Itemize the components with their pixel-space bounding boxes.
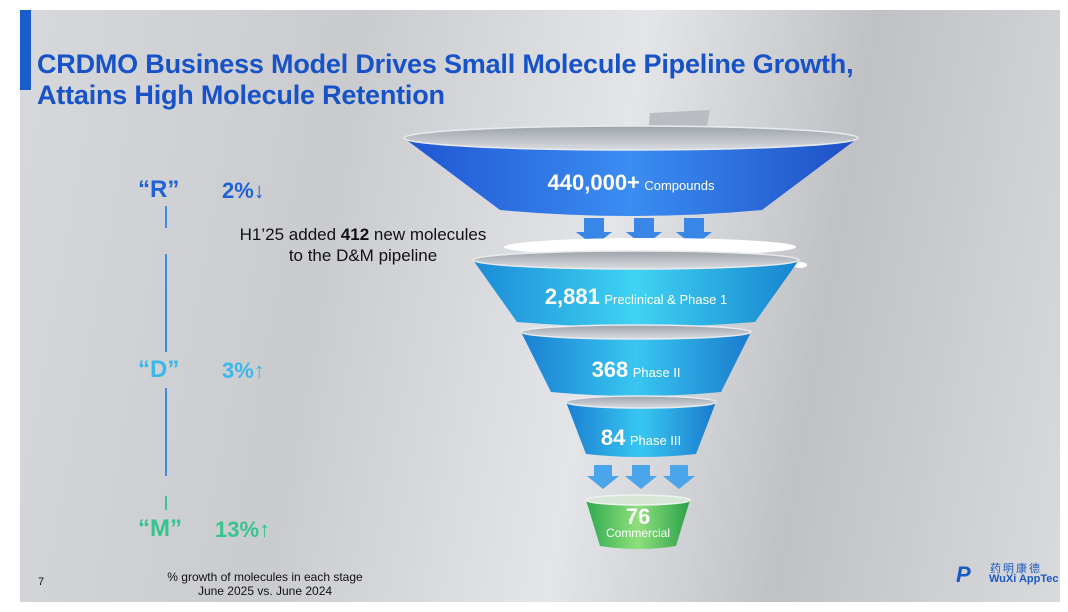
funnel-label-phase3: 84 Phase III: [551, 425, 731, 451]
funnel-value-phase3: 84: [600, 425, 626, 450]
wuxi-apptec-logo: P 药明康德 WuXi AppTec: [956, 558, 1060, 590]
funnel-tier-preclinical: [473, 260, 799, 327]
stage-d-letter: “D”: [138, 356, 180, 383]
m-upper-line: [165, 496, 167, 510]
funnel-label-preclinical: 2,881 Preclinical & Phase 1: [486, 284, 786, 310]
page-number: 7: [38, 576, 45, 588]
funnel-value-phase2: 368: [591, 357, 629, 382]
funnel-desc-commercial: Commercial: [605, 526, 670, 540]
funnel-tier-preclinical-rim: [472, 250, 800, 270]
down-arrows-bottom: [587, 465, 695, 489]
logo-english-text: WuXi AppTec: [989, 573, 1059, 585]
funnel-desc-compounds: Compounds: [644, 178, 715, 193]
funnel-desc-preclinical: Preclinical & Phase 1: [604, 292, 728, 307]
title-line-2: Attains High Molecule Retention: [37, 80, 445, 110]
funnel-tier-phase3: [566, 402, 716, 457]
slide: CRDMO Business Model Drives Small Molecu…: [20, 10, 1060, 602]
d-upper-line: [165, 254, 167, 352]
accent-bar: [20, 10, 31, 90]
funnel-value-compounds: 440,000+: [547, 170, 640, 195]
funnel-tier-phase2-rim: [520, 324, 752, 340]
funnel-tier-compounds: [404, 138, 858, 216]
note-suffix: new molecules: [373, 225, 487, 244]
logo-chinese-text: 药明康德: [990, 563, 1042, 575]
stage-m-growth: 13%↑: [215, 517, 271, 542]
footnote-line-2: June 2025 vs. June 2024: [197, 584, 333, 598]
footnote: % growth of molecules in each stage June…: [120, 570, 410, 598]
footnote-line-1: % growth of molecules in each stage: [167, 570, 363, 584]
funnel-desc-phase3: Phase III: [629, 433, 682, 448]
logo-mark-icon: P: [956, 562, 971, 587]
new-molecules-note: H1’25 added 412 new molecules to the D&M…: [213, 224, 513, 266]
funnel-label-phase2: 368 Phase II: [536, 357, 736, 383]
funnel-value-preclinical: 2,881: [544, 284, 600, 309]
funnel-value-commercial: 76: [625, 504, 651, 529]
funnel-desc-phase2: Phase II: [632, 365, 681, 380]
stage-d-growth: 3%↑: [222, 358, 265, 383]
stage-r-growth: 2%↓: [222, 178, 265, 203]
stage-m-letter: “M”: [138, 515, 182, 542]
funnel-label-commercial: 76 Commercial: [588, 504, 688, 541]
note-prefix: H1’25 added: [239, 225, 337, 244]
funnel-tier-phase3-rim: [565, 395, 717, 409]
funnel-tier-phase2: [521, 332, 751, 396]
d-lower-line: [165, 388, 167, 476]
note-line-2: to the D&M pipeline: [288, 246, 438, 265]
funnel-graphic: [403, 110, 859, 549]
funnel-label-compounds: 440,000+ Compounds: [506, 170, 756, 196]
r-divider-line: [165, 206, 167, 228]
note-number: 412: [340, 225, 370, 244]
title-line-1: CRDMO Business Model Drives Small Molecu…: [37, 49, 854, 79]
funnel-tier-compounds-rim: [403, 125, 859, 151]
funnel-tier-commercial: [586, 500, 690, 549]
funnel-tier-commercial-rim: [585, 494, 691, 506]
page-title: CRDMO Business Model Drives Small Molecu…: [37, 49, 854, 111]
stage-r-letter: “R”: [138, 176, 180, 203]
